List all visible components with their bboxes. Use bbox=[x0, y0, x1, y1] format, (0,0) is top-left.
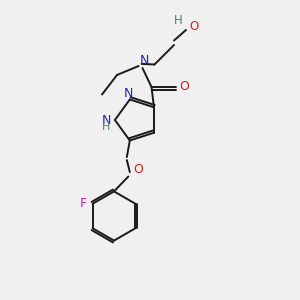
Text: H: H bbox=[102, 122, 111, 132]
Text: H: H bbox=[174, 14, 183, 28]
Text: O: O bbox=[180, 80, 189, 94]
Text: O: O bbox=[189, 20, 198, 34]
Text: N: N bbox=[124, 87, 133, 100]
Text: O: O bbox=[133, 164, 143, 176]
Text: N: N bbox=[140, 54, 149, 68]
Text: F: F bbox=[80, 197, 87, 210]
Text: N: N bbox=[102, 113, 111, 127]
